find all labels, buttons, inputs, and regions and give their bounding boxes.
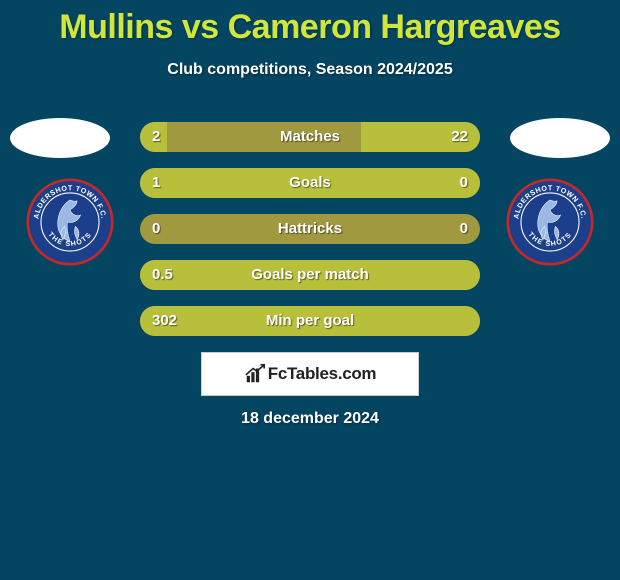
stat-label: Min per goal <box>140 306 480 336</box>
stat-label: Matches <box>140 122 480 152</box>
brand-logo-icon <box>244 363 266 385</box>
stat-row: 10Goals <box>140 168 480 198</box>
club-crest-right: ALDERSHOT TOWN F.C. THE SHOTS <box>506 178 594 266</box>
stat-row: 302Min per goal <box>140 306 480 336</box>
player-silhouette-left <box>10 118 110 158</box>
stat-row: 00Hattricks <box>140 214 480 244</box>
stat-row: 222Matches <box>140 122 480 152</box>
stat-row: 0.5Goals per match <box>140 260 480 290</box>
player-silhouette-right <box>510 118 610 158</box>
page-title: Mullins vs Cameron Hargreaves <box>0 0 620 47</box>
date-text: 18 december 2024 <box>0 410 620 428</box>
subtitle: Club competitions, Season 2024/2025 <box>0 61 620 79</box>
club-crest-left: ALDERSHOT TOWN F.C. THE SHOTS <box>26 178 114 266</box>
stat-label: Goals per match <box>140 260 480 290</box>
brand-box: FcTables.com <box>201 352 419 396</box>
stat-bars: 222Matches 10Goals 00Hattricks 0.5Goals per… <box>140 122 480 352</box>
brand-text: FcTables.com <box>268 364 377 384</box>
crest-svg-right: ALDERSHOT TOWN F.C. THE SHOTS <box>506 178 594 266</box>
crest-svg-left: ALDERSHOT TOWN F.C. THE SHOTS <box>26 178 114 266</box>
stat-label: Hattricks <box>140 214 480 244</box>
stat-label: Goals <box>140 168 480 198</box>
